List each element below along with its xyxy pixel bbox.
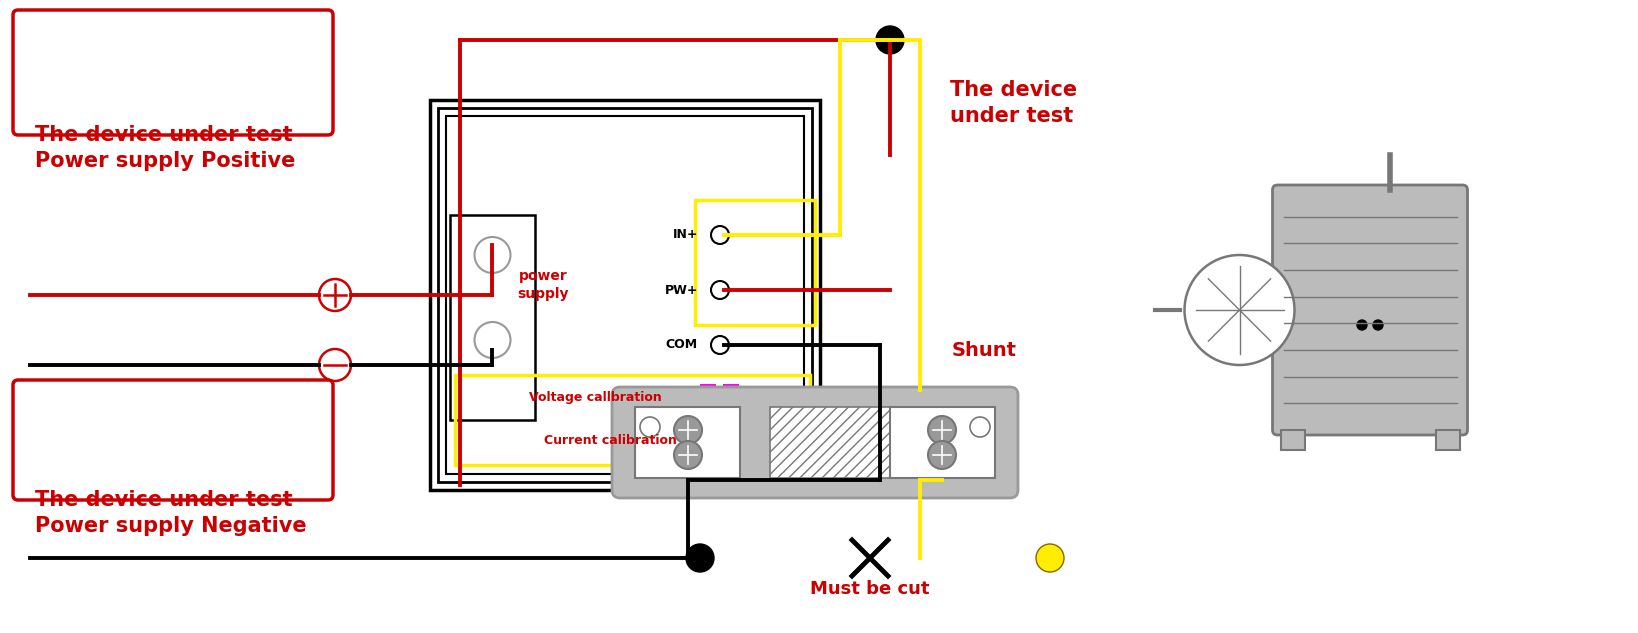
Circle shape	[929, 416, 957, 444]
Bar	[695, 200, 816, 325]
Bar	[431, 100, 821, 490]
Text: Must be cut: Must be cut	[811, 580, 930, 598]
Circle shape	[475, 322, 511, 358]
Bar	[1281, 430, 1304, 450]
Bar	[446, 116, 804, 474]
Bar	[721, 428, 735, 448]
Circle shape	[1373, 320, 1382, 330]
Bar	[722, 384, 739, 412]
Circle shape	[640, 417, 660, 437]
FancyBboxPatch shape	[1273, 185, 1468, 435]
Text: IN+: IN+	[673, 229, 698, 242]
Circle shape	[711, 336, 729, 354]
Text: power
supply: power supply	[518, 270, 570, 301]
Circle shape	[319, 279, 351, 311]
Circle shape	[970, 417, 989, 437]
Circle shape	[711, 226, 729, 244]
Circle shape	[929, 441, 957, 469]
Bar	[455, 375, 811, 465]
Text: The device under test
Power supply Negative: The device under test Power supply Negat…	[34, 490, 306, 536]
Circle shape	[1356, 320, 1368, 330]
Text: The device under test
Power supply Positive: The device under test Power supply Posit…	[34, 125, 295, 171]
Circle shape	[1035, 544, 1065, 572]
Bar	[889, 407, 994, 478]
Bar	[437, 108, 812, 482]
Bar	[731, 448, 745, 468]
Circle shape	[686, 544, 714, 572]
Circle shape	[1184, 255, 1294, 365]
Bar	[699, 384, 716, 412]
Bar	[1435, 430, 1459, 450]
Text: Current calibration: Current calibration	[544, 434, 676, 446]
Circle shape	[876, 26, 904, 54]
Circle shape	[475, 237, 511, 273]
Circle shape	[673, 416, 703, 444]
Bar	[636, 407, 740, 478]
Circle shape	[711, 281, 729, 299]
Bar	[450, 215, 536, 420]
Circle shape	[673, 441, 703, 469]
Text: The device
under test: The device under test	[950, 80, 1078, 125]
Text: Shunt: Shunt	[952, 341, 1017, 360]
Bar	[770, 407, 916, 478]
Circle shape	[319, 349, 351, 381]
Text: Voltage callbration: Voltage callbration	[529, 391, 662, 404]
Bar	[740, 428, 757, 448]
Text: PW+: PW+	[665, 284, 698, 296]
FancyBboxPatch shape	[613, 387, 1017, 498]
Bar	[709, 448, 726, 468]
Text: COM: COM	[667, 339, 698, 351]
